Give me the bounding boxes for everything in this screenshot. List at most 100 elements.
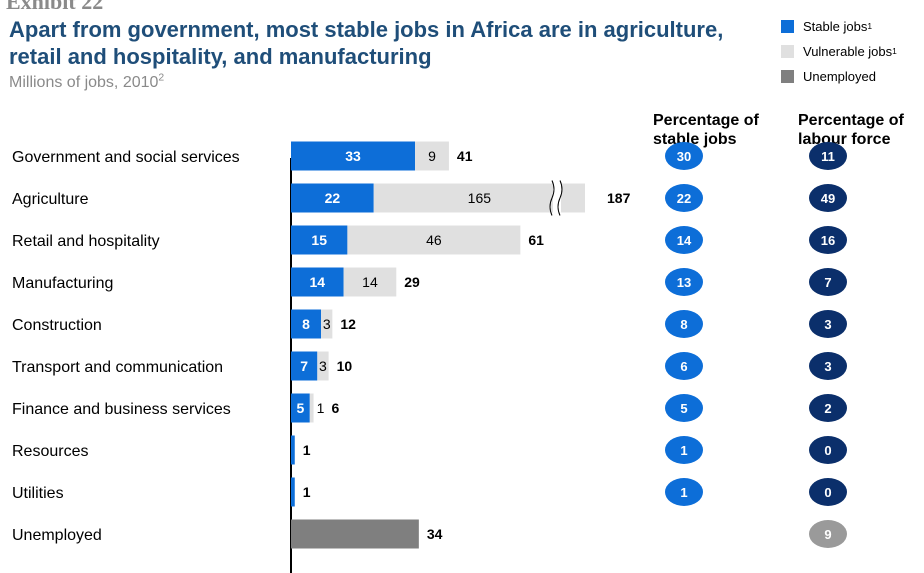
bar-vulnerable-finance-and-business-services — [309, 393, 314, 423]
chart-title: Apart from government, most stable jobs … — [9, 17, 724, 69]
stable-pct-value-government-and-social-services: 30 — [677, 149, 691, 164]
labour-pct-bubble-transport-and-communication — [809, 352, 847, 380]
stable-pct-bubble-government-and-social-services — [665, 142, 703, 170]
bar-stable-utilities — [291, 477, 295, 507]
bar-total-retail-and-hospitality: 61 — [528, 232, 544, 248]
bar-stable-construction — [291, 309, 322, 339]
bar-stable-finance-and-business-services — [291, 393, 310, 423]
category-label-retail-and-hospitality: Retail and hospitality — [12, 233, 160, 250]
stable-pct-value-manufacturing: 13 — [677, 275, 691, 290]
labour-pct-bubble-utilities — [809, 478, 847, 506]
stable-pct-value-construction: 8 — [680, 317, 687, 332]
stable-pct-bubble-retail-and-hospitality — [665, 226, 703, 254]
labour-pct-value-utilities: 0 — [824, 485, 831, 500]
stable-pct-bubble-manufacturing — [665, 268, 703, 296]
labour-pct-bubble-retail-and-hospitality — [809, 226, 847, 254]
bar-label-vulnerable-government-and-social-services: 9 — [428, 148, 436, 164]
subtitle-text: Millions of jobs, 2010 — [9, 74, 159, 91]
bar-label-vulnerable-retail-and-hospitality: 46 — [426, 232, 442, 248]
category-label-resources: Resources — [12, 443, 88, 460]
stable-pct-value-agriculture: 22 — [677, 191, 691, 206]
labour-pct-bubble-government-and-social-services — [809, 142, 847, 170]
bar-total-construction: 12 — [340, 316, 356, 332]
legend-label-unemployed: Unemployed — [803, 68, 876, 84]
header-labour-pct-line1: Percentage of — [798, 112, 904, 129]
legend: Stable jobs 1 Vulnerable jobs 1 Unemployed — [781, 15, 897, 90]
labour-pct-value-transport-and-communication: 3 — [824, 359, 831, 374]
stable-pct-bubble-resources — [665, 436, 703, 464]
bar-label-stable-manufacturing: 14 — [310, 274, 326, 290]
bar-stable-transport-and-communication — [291, 351, 318, 381]
legend-item-stable: Stable jobs 1 — [781, 15, 897, 37]
chart-subtitle: Millions of jobs, 20102 — [9, 72, 165, 92]
labour-pct-bubble-construction — [809, 310, 847, 338]
bar-unemployed — [291, 519, 419, 549]
category-label-agriculture: Agriculture — [12, 191, 89, 208]
labour-pct-value-manufacturing: 7 — [824, 275, 831, 290]
axis-break-gap — [553, 181, 561, 215]
stable-pct-value-utilities: 1 — [680, 485, 687, 500]
bar-vulnerable-government-and-social-services — [415, 141, 449, 171]
stable-pct-bubble-utilities — [665, 478, 703, 506]
labour-pct-bubble-manufacturing — [809, 268, 847, 296]
legend-swatch-vulnerable — [781, 44, 794, 58]
bar-stable-manufacturing — [291, 267, 344, 297]
stable-pct-bubble-agriculture — [665, 184, 703, 212]
bar-label-stable-government-and-social-services: 33 — [345, 148, 361, 164]
labour-pct-bubble-resources — [809, 436, 847, 464]
bar-total-utilities: 1 — [303, 484, 311, 500]
bar-total-transport-and-communication: 10 — [337, 358, 353, 374]
labour-pct-value-retail-and-hospitality: 16 — [821, 233, 835, 248]
bar-total-government-and-social-services: 41 — [457, 148, 473, 164]
bar-vulnerable-construction — [321, 309, 333, 339]
bar-vulnerable-manufacturing — [343, 267, 397, 297]
category-label-finance-and-business-services: Finance and business services — [12, 401, 231, 418]
category-label-manufacturing: Manufacturing — [12, 275, 113, 292]
legend-swatch-unemployed — [781, 69, 794, 83]
bar-label-vulnerable-finance-and-business-services: 1 — [317, 400, 325, 416]
axis-break-mark-right — [557, 180, 563, 216]
bar-total-manufacturing: 29 — [404, 274, 420, 290]
labour-pct-value-resources: 0 — [824, 443, 831, 458]
bar-label-stable-retail-and-hospitality: 15 — [311, 232, 327, 248]
header-stable-pct-line1: Percentage of — [653, 112, 759, 129]
bar-stable-government-and-social-services — [291, 141, 416, 171]
bar-total-agriculture: 187 — [607, 190, 631, 206]
bar-total-resources: 1 — [303, 442, 311, 458]
stable-pct-value-finance-and-business-services: 5 — [680, 401, 687, 416]
category-label-unemployed: Unemployed — [12, 527, 102, 544]
bar-label-stable-agriculture: 22 — [325, 190, 341, 206]
stable-pct-value-transport-and-communication: 6 — [680, 359, 687, 374]
legend-label-vulnerable: Vulnerable jobs — [803, 43, 893, 59]
header-stable-pct: Percentage of stable jobs — [653, 111, 759, 149]
stable-pct-value-retail-and-hospitality: 14 — [677, 233, 692, 248]
labour-pct-value-government-and-social-services: 11 — [821, 149, 835, 164]
labour-pct-value-agriculture: 49 — [821, 191, 835, 206]
legend-swatch-stable — [781, 19, 794, 33]
exhibit-label: Exhibit 22 — [6, 0, 104, 14]
legend-item-vulnerable: Vulnerable jobs 1 — [781, 40, 897, 62]
bar-label-vulnerable-transport-and-communication: 3 — [319, 358, 327, 374]
bar-label-vulnerable-manufacturing: 14 — [362, 274, 378, 290]
labour-pct-value-unemployed: 9 — [824, 527, 831, 542]
bar-label-vulnerable-agriculture: 165 — [468, 190, 492, 206]
bar-label-stable-transport-and-communication: 7 — [300, 358, 308, 374]
bar-total-finance-and-business-services: 6 — [332, 400, 340, 416]
subtitle-footnote: 2 — [158, 72, 165, 84]
legend-item-unemployed: Unemployed — [781, 65, 897, 87]
axis-break-mark-left — [549, 180, 555, 216]
stable-pct-bubble-construction — [665, 310, 703, 338]
labour-pct-value-finance-and-business-services: 2 — [824, 401, 831, 416]
bar-label-vulnerable-construction: 3 — [323, 316, 331, 332]
stable-pct-bubble-transport-and-communication — [665, 352, 703, 380]
header-stable-pct-line2: stable jobs — [653, 131, 737, 148]
category-label-utilities: Utilities — [12, 485, 64, 502]
bar-stable-retail-and-hospitality — [291, 225, 348, 255]
category-label-construction: Construction — [12, 317, 102, 334]
bar-stable-agriculture — [291, 183, 374, 213]
bar-stable-resources — [291, 435, 295, 465]
labour-pct-bubble-agriculture — [809, 184, 847, 212]
bar-label-stable-construction: 8 — [302, 316, 310, 332]
labour-pct-bubble-unemployed — [809, 520, 847, 548]
